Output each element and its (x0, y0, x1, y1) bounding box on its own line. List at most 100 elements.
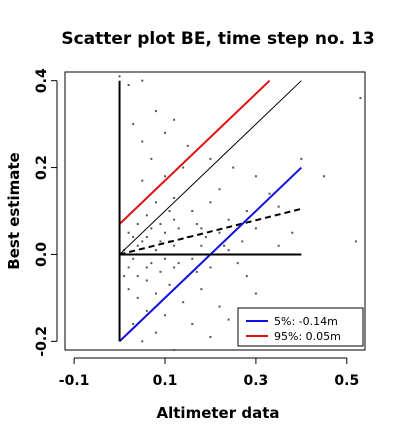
data-point (191, 322, 194, 325)
x-tick-label: -0.1 (59, 373, 90, 389)
data-point (136, 275, 139, 278)
data-point (173, 118, 176, 121)
plot-border (64, 71, 366, 351)
data-point (227, 318, 230, 321)
data-point (132, 322, 135, 325)
x-axis-title: Altimeter data (157, 404, 280, 422)
data-point (154, 331, 157, 334)
data-point (359, 97, 362, 100)
data-point (136, 223, 139, 226)
data-point (145, 266, 148, 269)
data-point (150, 262, 153, 265)
data-point (209, 335, 212, 338)
data-point (173, 244, 176, 247)
data-point (191, 257, 194, 260)
line-95-0-05m (118, 79, 271, 225)
data-point (191, 210, 194, 212)
data-point (141, 79, 144, 82)
data-point (241, 240, 244, 243)
data-point (145, 309, 148, 312)
data-point (223, 244, 226, 247)
data-point (154, 249, 157, 252)
data-point (164, 314, 166, 317)
data-point (154, 292, 157, 295)
data-point (227, 218, 230, 221)
data-point (145, 279, 148, 282)
x-tick-label: 0.5 (334, 373, 359, 389)
plot-frame (64, 71, 366, 351)
data-point (200, 244, 203, 247)
y-axis-title: Best estimate (5, 152, 23, 269)
data-point (232, 166, 235, 169)
data-point (118, 75, 121, 78)
data-point (127, 288, 130, 291)
data-point (245, 275, 248, 278)
data-point (254, 175, 257, 178)
data-point (209, 266, 212, 269)
data-point (354, 240, 357, 243)
data-point (173, 266, 176, 269)
data-point (168, 210, 171, 212)
data-point (159, 240, 162, 243)
data-point (164, 231, 166, 234)
legend: 5%: -0.14m 95%: 0.05m (237, 307, 364, 347)
data-point (173, 218, 176, 221)
y-tick-label: 0.4 (34, 68, 50, 93)
data-point (182, 301, 185, 304)
y-axis: -0.2 0.0 0.2 0.4 (34, 68, 58, 357)
data-point (177, 227, 180, 230)
data-point (209, 201, 212, 204)
data-point (145, 236, 148, 239)
data-point (291, 231, 294, 234)
data-point (159, 223, 162, 226)
data-point (236, 262, 239, 265)
data-point (132, 123, 135, 126)
data-point (173, 349, 176, 351)
data-point (277, 205, 280, 208)
x-tick-label: 0.1 (153, 373, 178, 389)
data-point (127, 84, 130, 87)
legend-label: 95%: 0.05m (274, 330, 341, 343)
data-point (145, 214, 148, 217)
data-point (323, 175, 326, 178)
chart-title: Scatter plot BE, time step no. 13 (61, 29, 374, 49)
data-point (141, 179, 144, 182)
data-point (209, 157, 212, 160)
data-point (136, 296, 139, 299)
data-point (186, 144, 189, 147)
legend-box (237, 307, 364, 347)
data-point (245, 210, 248, 212)
y-tick-label: -0.2 (34, 326, 50, 357)
data-point (204, 236, 207, 239)
x-tick-label: 0.3 (244, 373, 269, 389)
data-point (200, 288, 203, 291)
data-point (173, 196, 176, 199)
data-point (150, 157, 153, 160)
x-axis: -0.1 0.1 0.3 0.5 (59, 357, 359, 389)
data-point (218, 188, 221, 191)
data-point (218, 305, 221, 308)
y-tick-label: 0.2 (34, 155, 50, 180)
data-point (164, 257, 166, 260)
y-tick-label: 0.0 (34, 242, 50, 267)
data-point (154, 201, 157, 204)
data-point (268, 192, 271, 195)
data-point (164, 131, 166, 134)
lines-layer (118, 79, 303, 343)
data-point (200, 227, 203, 230)
data-point (168, 283, 171, 286)
legend-label: 5%: -0.14m (274, 315, 338, 328)
data-point (150, 227, 153, 230)
data-point (154, 110, 157, 113)
data-point (136, 244, 139, 247)
data-point (277, 244, 280, 247)
data-point (127, 266, 130, 269)
data-point (132, 257, 135, 260)
data-point (141, 340, 144, 343)
data-point (182, 166, 185, 169)
data-point (218, 231, 221, 234)
data-point (300, 157, 303, 160)
data-point (227, 249, 230, 252)
line-identity (119, 80, 302, 255)
